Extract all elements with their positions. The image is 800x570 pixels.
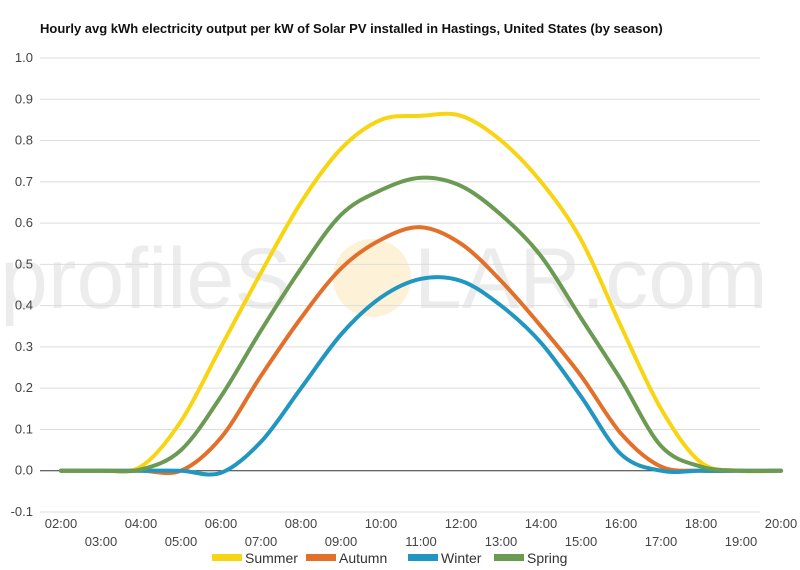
legend-swatch-spring (494, 554, 524, 561)
y-tick-label: 0.8 (15, 133, 33, 148)
x-tick-label: 15:00 (565, 534, 598, 549)
legend-label-winter: Winter (441, 550, 482, 566)
x-tick-label: 12:00 (445, 516, 478, 531)
legend-label-autumn: Autumn (339, 550, 387, 566)
x-tick-label: 19:00 (725, 534, 758, 549)
x-tick-label: 14:00 (525, 516, 558, 531)
y-tick-label: -0.1 (11, 504, 33, 519)
watermark-left: profileS (0, 231, 292, 327)
series-layer (59, 111, 783, 477)
x-tick-label: 09:00 (325, 534, 358, 549)
series-line-spring (59, 175, 783, 474)
y-tick-label: 0.3 (15, 339, 33, 354)
x-tick-label: 10:00 (365, 516, 398, 531)
x-tick-label: 05:00 (165, 534, 198, 549)
series-line-summer (59, 111, 783, 474)
legend-swatch-summer (212, 554, 242, 561)
x-tick-label: 06:00 (205, 516, 238, 531)
watermark-right: LAR.com (414, 231, 768, 327)
legend: Summer Autumn Winter Spring (212, 550, 567, 566)
legend-swatch-autumn (306, 554, 336, 561)
y-tick-label: 0.6 (15, 215, 33, 230)
y-tick-label: 0.5 (15, 256, 33, 271)
x-tick-label: 17:00 (645, 534, 678, 549)
x-tick-label: 20:00 (765, 516, 798, 531)
series-line-winter (59, 275, 783, 477)
chart-title: Hourly avg kWh electricity output per kW… (40, 21, 663, 36)
y-axis-ticks: -0.1 0.0 0.1 0.2 0.3 0.4 0.5 0.6 0.7 0.8 0.9 1.0 (11, 50, 33, 519)
x-tick-label: 16:00 (605, 516, 638, 531)
x-tick-label: 03:00 (85, 534, 118, 549)
y-tick-label: 0.4 (15, 298, 33, 313)
x-tick-label: 08:00 (285, 516, 318, 531)
y-tick-label: 1.0 (15, 50, 33, 65)
x-tick-label: 13:00 (485, 534, 518, 549)
y-tick-label: 0.9 (15, 91, 33, 106)
legend-swatch-winter (408, 554, 438, 561)
profilesolar-watermark: profileS LAR.com (0, 231, 768, 327)
y-tick-label: 0.2 (15, 380, 33, 395)
y-tick-label: 0.7 (15, 174, 33, 189)
x-tick-label: 04:00 (125, 516, 158, 531)
x-tick-label: 18:00 (685, 516, 718, 531)
x-tick-label: 07:00 (245, 534, 278, 549)
y-tick-label: 0.0 (15, 463, 33, 478)
y-tick-label: 0.1 (15, 421, 33, 436)
x-tick-label: 02:00 (45, 516, 78, 531)
legend-label-spring: Spring (527, 550, 567, 566)
legend-label-summer: Summer (245, 550, 298, 566)
x-tick-label: 11:00 (405, 534, 437, 549)
x-axis-ticks: 02:00 03:00 04:00 05:00 06:00 07:00 08:00 09:00… (45, 516, 798, 549)
